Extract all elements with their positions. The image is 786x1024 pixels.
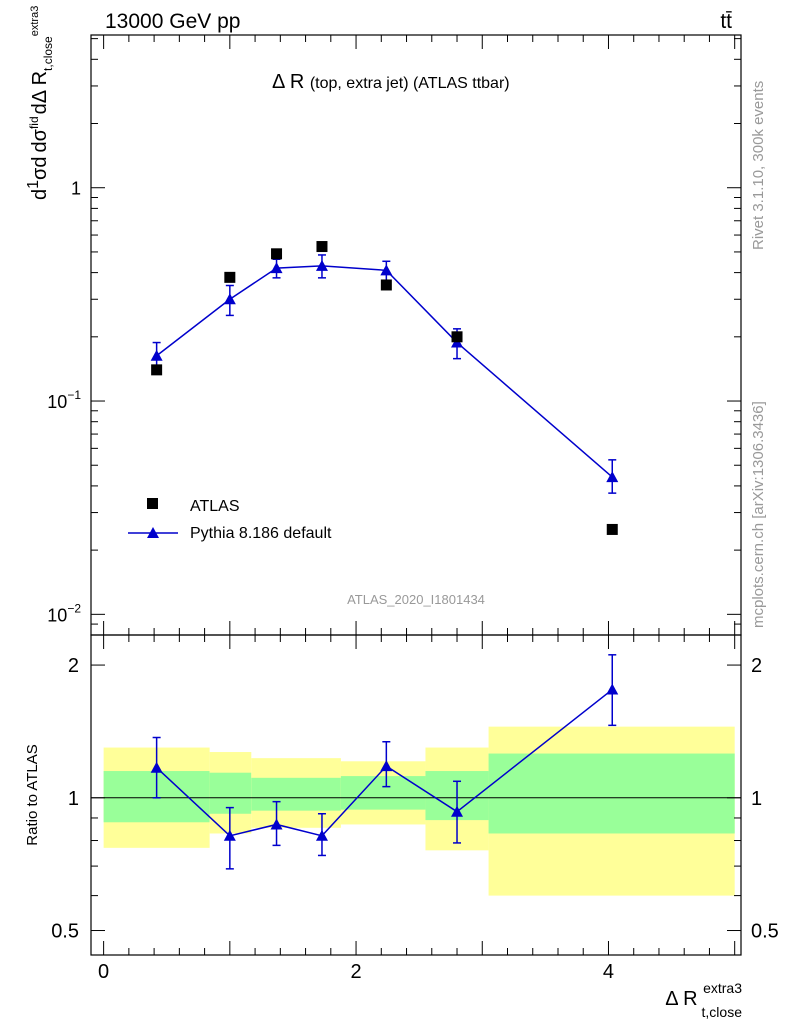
ratio-y-tick-label: 2: [68, 655, 79, 677]
rivet-label: Rivet 3.1.10, 300k events: [750, 81, 767, 250]
main-y-tick-label: 10−1: [47, 388, 81, 412]
ratio-plot-frame: 0 2 4 0.5 0.5 1 1 2 2: [51, 634, 779, 983]
ratio-point: [315, 829, 328, 841]
atlas-point: [451, 331, 463, 343]
legend-pythia-marker: [147, 527, 159, 538]
pythia-point: [270, 262, 283, 274]
atlas-point: [606, 523, 618, 535]
pythia-point: [606, 471, 619, 483]
energy-label: 13000 GeV pp: [105, 10, 240, 33]
x-axis-label-main: Δ R: [665, 988, 697, 1010]
x-axis-label-sup: extra3: [703, 980, 742, 996]
main-ylabel-text: d1σddσfiddΔ Rt,closeextra3: [25, 6, 55, 200]
process-label: tt̄: [720, 10, 732, 33]
ratio-y-tick-label-right: 1: [751, 788, 762, 810]
ratio-frame-border: [90, 634, 742, 956]
atlas-point: [271, 248, 283, 260]
ratio-point: [270, 818, 283, 830]
main-title-main: Δ R: [272, 71, 304, 93]
ratio-y-tick-label: 0.5: [51, 921, 79, 943]
legend-pythia-label: Pythia 8.186 default: [190, 525, 332, 542]
ratio-point: [223, 829, 236, 841]
main-y-tick-label: 10−2: [47, 601, 81, 625]
main-title-sub: (top, extra jet) (ATLAS ttbar): [310, 75, 510, 92]
ratio-point: [150, 761, 163, 773]
mcplots-label: mcplots.cern.ch [arXiv:1306.3436]: [750, 401, 767, 628]
main-plot-data: [150, 241, 619, 535]
atlas-point: [316, 241, 328, 253]
ratio-bands: [103, 726, 735, 896]
main-title: Δ R (top, extra jet) (ATLAS ttbar): [272, 71, 510, 93]
main-ylabel: d1σddσfiddΔ Rt,closeextra3: [25, 6, 55, 200]
ratio-point: [380, 760, 393, 772]
x-axis-label: Δ R extra3: [665, 980, 742, 1010]
main-plot-frame: 10−2 10−1 1: [47, 34, 742, 636]
ratio-x-tick-label: 0: [98, 961, 109, 983]
ratio-point: [606, 683, 619, 695]
ratio-point: [451, 805, 464, 817]
ratio-band-inner: [488, 753, 735, 834]
atlas-point: [151, 364, 163, 376]
ratio-band-inner: [340, 776, 426, 810]
ratio-y-tick-label: 1: [68, 788, 79, 810]
legend-atlas-label: ATLAS: [190, 498, 240, 515]
ratio-ylabel: Ratio to ATLAS: [24, 744, 41, 845]
pythia-point: [315, 259, 328, 271]
ratio-y-tick-label-right: 0.5: [751, 921, 779, 943]
pythia-point: [150, 349, 163, 361]
legend-atlas-marker: [147, 498, 158, 509]
ratio-x-tick-label: 4: [603, 961, 614, 983]
ratio-plot-data: [150, 654, 619, 870]
atlas-point: [224, 271, 236, 283]
legend: ATLAS Pythia 8.186 default: [128, 498, 332, 542]
pythia-point: [223, 293, 236, 305]
main-frame-border: [90, 34, 742, 636]
ratio-y-tick-label-right: 2: [751, 655, 762, 677]
pythia-point: [380, 264, 393, 276]
x-axis-label-sub: t,close: [702, 1004, 743, 1020]
atlas-point: [380, 279, 392, 291]
main-y-tick-label: 1: [71, 179, 81, 199]
analysis-id: ATLAS_2020_I1801434: [347, 592, 485, 607]
ratio-x-tick-label: 2: [350, 961, 361, 983]
ratio-band-inner: [251, 777, 341, 811]
pythia-line: [156, 265, 613, 478]
